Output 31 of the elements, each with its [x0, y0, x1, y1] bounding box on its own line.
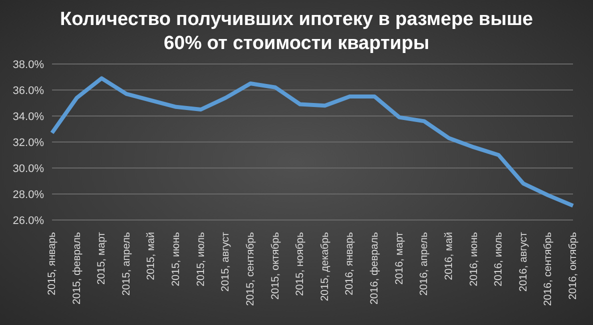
- x-tick-label: 2015, август: [220, 232, 232, 292]
- x-tick-label: 2016, январь: [344, 231, 356, 296]
- x-tick-label: 2016, октябрь: [567, 231, 579, 300]
- y-tick-label: 26.0%: [12, 214, 44, 227]
- x-tick-label: 2015, декабрь: [318, 231, 331, 302]
- x-tick-label: 2015, февраль: [70, 231, 83, 305]
- y-tick-label: 30.0%: [12, 162, 44, 175]
- y-tick-label: 34.0%: [12, 110, 44, 123]
- x-tick-label: 2015, июль: [194, 231, 207, 286]
- x-tick-label: 2016, май: [442, 232, 455, 280]
- chart-title: Количество получивших ипотеку в размере выше 60% от стоимости квартиры: [59, 8, 534, 56]
- x-tick-label: 2016, июль: [492, 231, 505, 286]
- y-tick-label: 32.0%: [12, 136, 44, 149]
- x-tick-label: 2015, октябрь: [269, 231, 282, 300]
- x-tick-label: 2016, февраль: [368, 231, 381, 305]
- x-tick-label: 2016, август: [517, 232, 530, 292]
- y-tick-label: 38.0%: [12, 58, 44, 71]
- x-tick-label: 2016, сентябрь: [542, 231, 554, 306]
- y-tick-label: 28.0%: [12, 188, 44, 201]
- x-tick-label: 2015, ноябрь: [294, 231, 306, 296]
- x-tick-label: 2015, сентябрь: [244, 231, 256, 306]
- x-tick-label: 2015, май: [145, 232, 158, 280]
- x-tick-label: 2016, март: [393, 232, 406, 285]
- y-tick-label: 36.0%: [12, 84, 44, 97]
- x-tick-label: 2015, январь: [46, 231, 58, 296]
- x-tick-label: 2016, июнь: [468, 231, 480, 286]
- x-tick-label: 2016, апрель: [418, 231, 430, 296]
- x-tick-label: 2015, апрель: [120, 231, 132, 296]
- x-tick-label: 2015, июнь: [170, 231, 182, 286]
- line-series: [50, 76, 575, 208]
- x-tick-label: 2015, март: [96, 232, 108, 285]
